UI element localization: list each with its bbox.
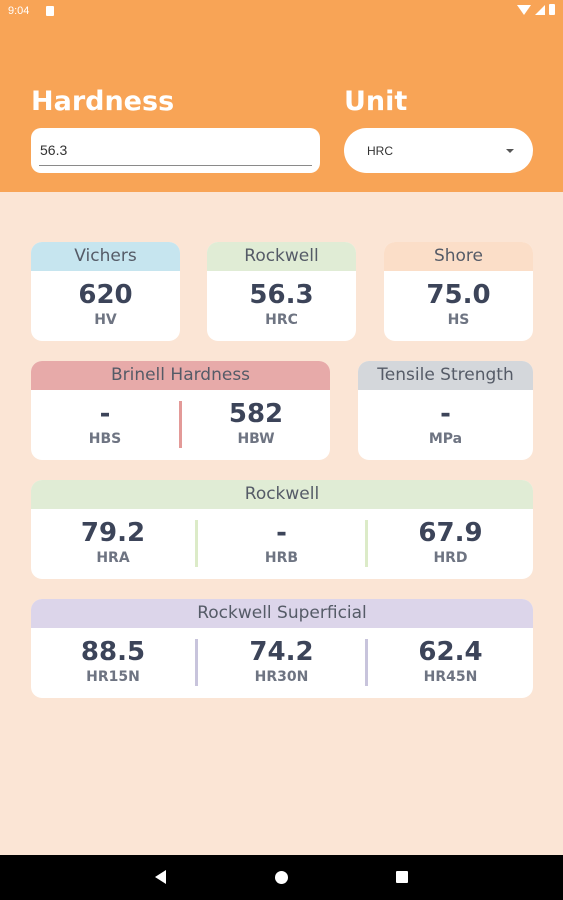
rockwell-hrc-cell: 56.3 HRC: [207, 271, 356, 329]
card-title: Brinell Hardness: [31, 361, 330, 390]
divider: [365, 639, 368, 686]
unit: HS: [447, 312, 470, 328]
input-underline: [39, 165, 312, 166]
hardness-label: Hardness: [31, 86, 175, 117]
status-bar: 9:04: [0, 0, 563, 24]
sd-card-icon: [46, 6, 54, 16]
back-icon[interactable]: [155, 870, 166, 884]
unit-dropdown-value: HRC: [367, 144, 393, 158]
header: Hardness Unit 56.3 HRC: [0, 24, 563, 192]
card-title: Tensile Strength: [358, 361, 533, 390]
unit: HBS: [88, 431, 122, 447]
value: -: [99, 399, 111, 429]
hrb-cell: - HRB: [198, 509, 365, 567]
value: 75.0: [426, 280, 491, 310]
unit: MPa: [428, 431, 463, 447]
unit-label: Unit: [344, 86, 408, 117]
tensile-card: Tensile Strength - MPa: [358, 361, 533, 460]
unit: HBW: [237, 431, 275, 447]
unit-dropdown[interactable]: HRC: [344, 128, 533, 173]
battery-icon: [549, 4, 555, 15]
unit: HR45N: [423, 669, 478, 685]
unit: HRB: [264, 550, 299, 566]
unit: HRC: [265, 312, 298, 328]
status-time: 9:04: [8, 5, 30, 17]
unit: HRD: [433, 550, 468, 566]
value: 56.3: [249, 280, 314, 310]
value: 620: [78, 280, 133, 310]
rockwell-hrc-card: Rockwell 56.3 HRC: [207, 242, 356, 341]
card-title: Shore: [384, 242, 533, 271]
home-icon[interactable]: [275, 871, 288, 884]
divider: [195, 639, 198, 686]
value: 88.5: [80, 637, 146, 667]
divider: [365, 520, 368, 567]
card-title: Vichers: [31, 242, 180, 271]
shore-card: Shore 75.0 HS: [384, 242, 533, 341]
value: 74.2: [249, 637, 314, 667]
rockwell-superficial-card: Rockwell Superficial 88.5 HR15N 74.2 HR3…: [31, 599, 533, 698]
hr15n-cell: 88.5 HR15N: [31, 628, 195, 686]
navigation-bar: [0, 855, 563, 900]
value: 62.4: [418, 637, 483, 667]
card-title: Rockwell: [31, 480, 533, 509]
card-title: Rockwell Superficial: [31, 599, 533, 628]
shore-cell: 75.0 HS: [384, 271, 533, 329]
value: -: [276, 518, 287, 548]
rockwell-group-card: Rockwell 79.2 HRA - HRB 67.9 HRD: [31, 480, 533, 579]
unit: HR15N: [86, 669, 140, 685]
hr30n-cell: 74.2 HR30N: [198, 628, 365, 686]
value: -: [440, 399, 451, 429]
wifi-icon: [517, 4, 531, 15]
divider: [179, 401, 182, 448]
value: 79.2: [80, 518, 146, 548]
signal-icon: [535, 4, 545, 15]
value: 582: [228, 399, 284, 429]
tensile-cell: - MPa: [358, 390, 533, 448]
vichers-cell: 620 HV: [31, 271, 180, 329]
hbs-cell: - HBS: [31, 390, 179, 448]
card-title: Rockwell: [207, 242, 356, 271]
hra-cell: 79.2 HRA: [31, 509, 195, 567]
hbw-cell: 582 HBW: [182, 390, 330, 448]
unit: HV: [94, 312, 117, 328]
hardness-input[interactable]: 56.3: [31, 128, 320, 173]
vichers-card: Vichers 620 HV: [31, 242, 180, 341]
hrd-cell: 67.9 HRD: [368, 509, 533, 567]
dropdown-arrow-icon: [506, 149, 514, 153]
recent-apps-icon[interactable]: [396, 871, 408, 883]
hardness-input-value: 56.3: [40, 142, 68, 158]
status-icons: [517, 4, 555, 15]
hr45n-cell: 62.4 HR45N: [368, 628, 533, 686]
unit: HR30N: [254, 669, 309, 685]
value: 67.9: [418, 518, 483, 548]
divider: [195, 520, 198, 567]
unit: HRA: [96, 550, 130, 566]
brinell-card: Brinell Hardness - HBS 582 HBW: [31, 361, 330, 460]
